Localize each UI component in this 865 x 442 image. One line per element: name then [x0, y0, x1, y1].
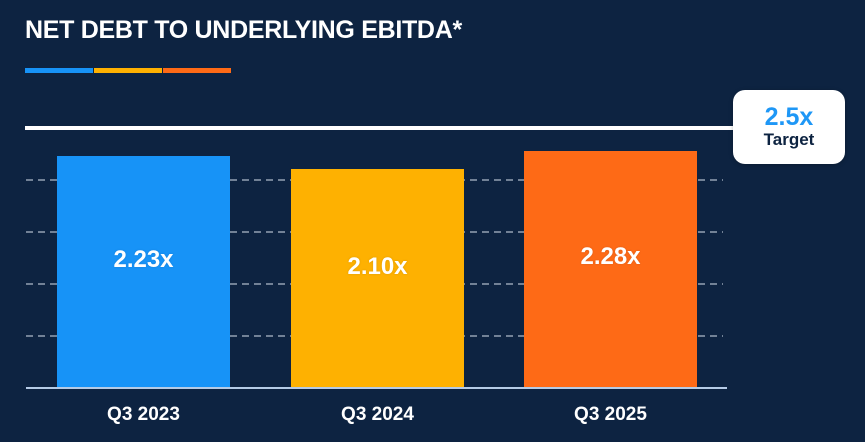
x-axis-label-q3-2025: Q3 2025	[574, 404, 647, 425]
accent-segment-yellow	[94, 68, 162, 73]
target-value-label: 2.5x	[764, 103, 814, 132]
target-callout: 2.5x Target	[733, 90, 845, 164]
bar-value-label: 2.23x	[113, 245, 174, 273]
chart-title: NET DEBT TO UNDERLYING EBITDA*	[25, 16, 462, 44]
target-caption: Target	[763, 130, 815, 150]
bar-value-label: 2.28x	[580, 243, 641, 271]
x-axis-line	[26, 387, 727, 389]
accent-segment-blue	[25, 68, 93, 73]
bar-value-label: 2.10x	[347, 252, 408, 280]
title-accent-bar	[25, 68, 231, 73]
bar-q3-2025: 2.28x	[524, 150, 697, 388]
target-line	[25, 125, 734, 130]
x-axis-label-q3-2024: Q3 2024	[341, 404, 414, 425]
accent-segment-orange	[163, 68, 231, 73]
bar-q3-2024: 2.10x	[291, 169, 464, 388]
x-axis-label-q3-2023: Q3 2023	[107, 404, 180, 425]
bar-q3-2023: 2.23x	[57, 155, 230, 388]
